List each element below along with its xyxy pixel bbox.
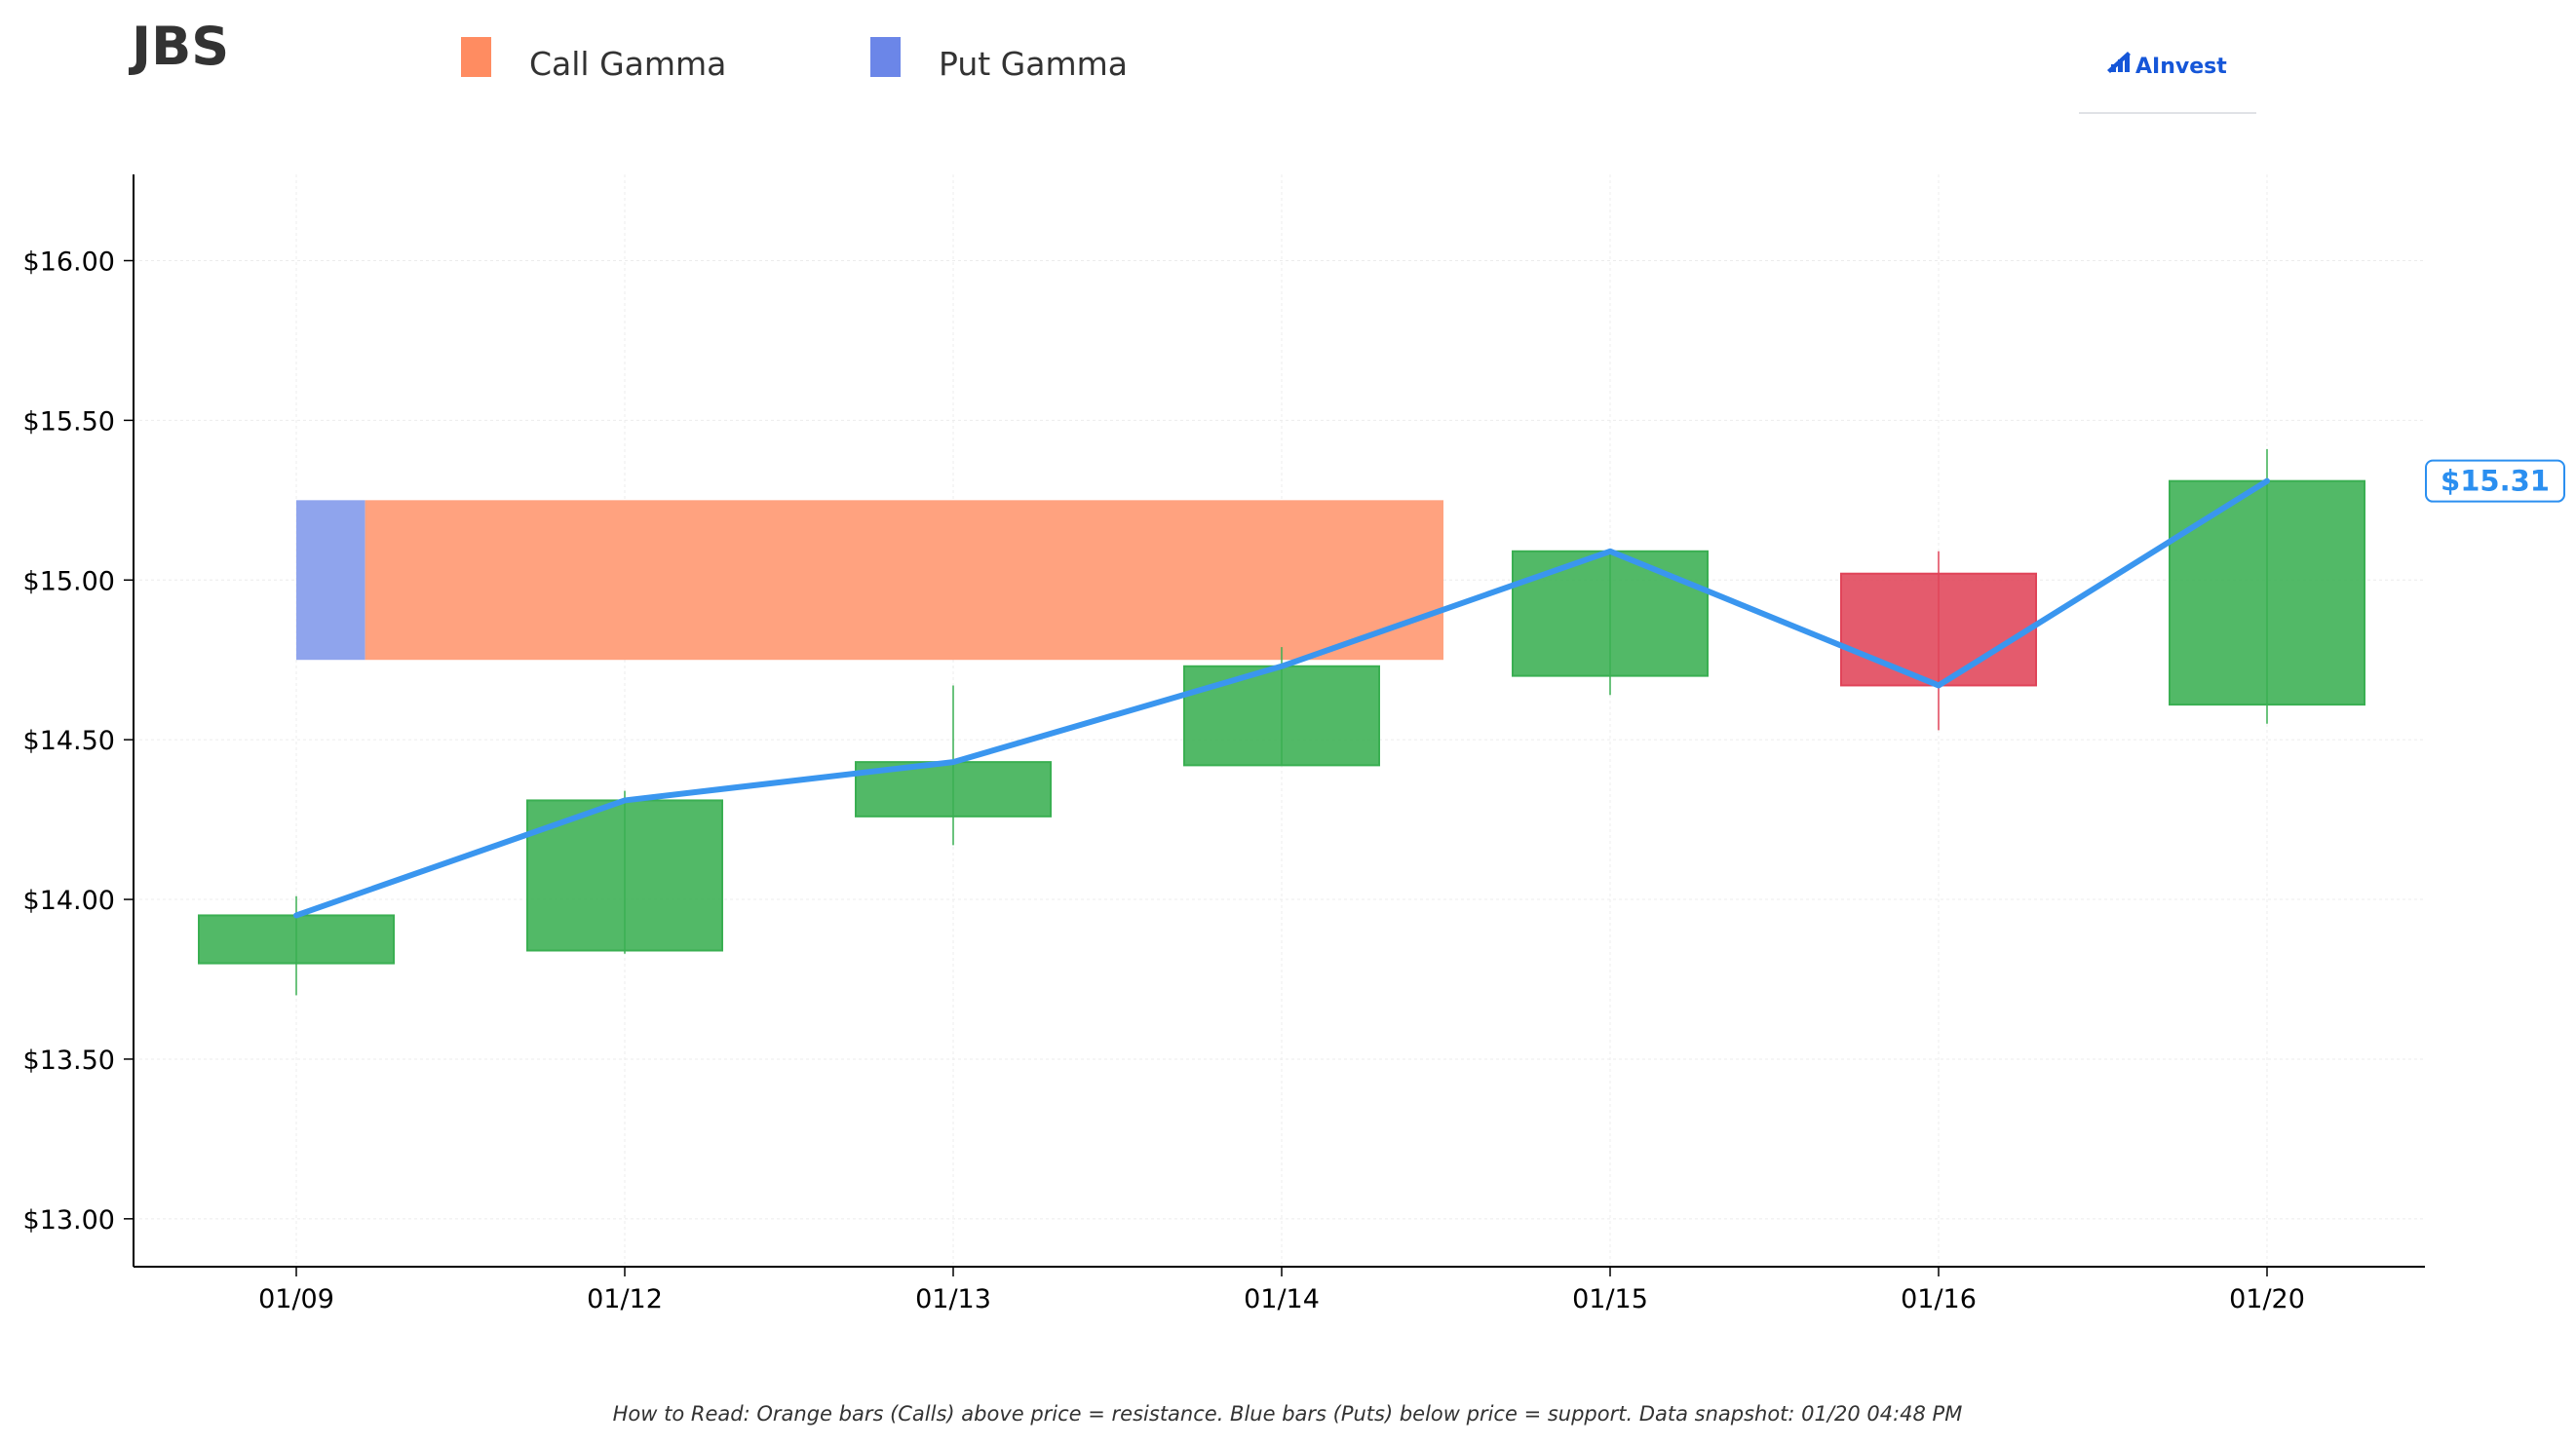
y-tick-label: $13.00	[23, 1205, 115, 1236]
y-ticks: $13.00 $13.50 $14.00 $14.50 $15.00 $15.50 $16.…	[23, 247, 134, 1236]
last-price-badge: $15.31	[2425, 459, 2565, 503]
last-price-badge-text: $15.31	[2441, 465, 2550, 498]
y-tick-label: $16.00	[23, 247, 115, 278]
candle	[526, 790, 723, 954]
axes	[133, 174, 2425, 1268]
call-gamma-bar	[365, 500, 1443, 661]
x-tick-label: 01/13	[915, 1284, 991, 1314]
ticker-title: JBS	[128, 16, 229, 77]
ainvest-logo-text: AInvest	[2135, 55, 2227, 79]
call-gamma-swatch	[461, 37, 491, 77]
x-tick-label: 01/14	[1244, 1284, 1320, 1314]
put-gamma-bar	[296, 500, 365, 661]
put-gamma-swatch	[870, 37, 901, 77]
ainvest-logo-icon	[2107, 52, 2131, 73]
x-tick-label: 01/20	[2229, 1284, 2305, 1314]
x-tick-label: 01/09	[258, 1284, 334, 1314]
x-tick-label: 01/15	[1572, 1284, 1648, 1314]
x-ticks: 01/09 01/12 01/13 01/14 01/15 01/16 01/20	[258, 1267, 2305, 1314]
candle	[2169, 448, 2365, 724]
call-gamma-legend-label: Call Gamma	[529, 45, 726, 83]
last-price-badge-box	[2425, 459, 2565, 503]
x-tick-label: 01/12	[587, 1284, 663, 1314]
y-tick-label: $13.50	[23, 1046, 115, 1076]
footer-note: How to Read: Orange bars (Calls) above p…	[613, 1402, 1963, 1426]
candles	[198, 448, 2365, 996]
close-price-line	[293, 477, 2270, 919]
candle	[198, 895, 395, 996]
candle	[855, 685, 1052, 846]
y-tick-label: $14.00	[23, 886, 115, 916]
ainvest-logo: AInvest	[2079, 52, 2256, 114]
y-tick-label: $15.50	[23, 406, 115, 437]
y-tick-label: $14.50	[23, 726, 115, 756]
x-tick-label: 01/16	[1901, 1284, 1977, 1314]
y-tick-label: $15.00	[23, 566, 115, 596]
close-price-line-group	[293, 477, 2270, 919]
legend: Call Gamma Put Gamma	[461, 37, 1128, 83]
put-gamma-legend-label: Put Gamma	[939, 45, 1128, 83]
gamma-bands	[296, 500, 1443, 661]
